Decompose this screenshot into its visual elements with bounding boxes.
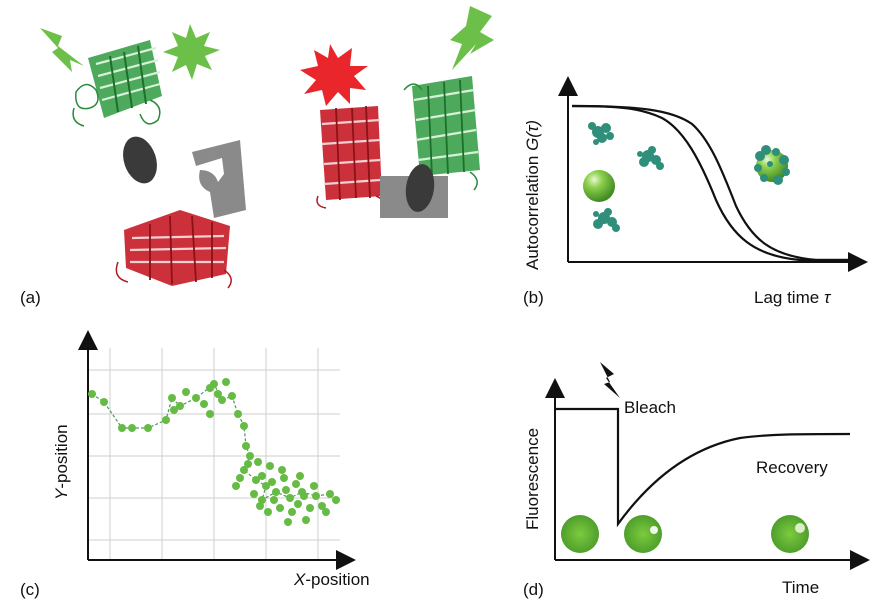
panel-d-label: (d): [523, 580, 544, 599]
panel-c-trajectory: [78, 330, 356, 570]
panel-b-fcs-plot: [558, 76, 868, 272]
b-x-axis-label: Lag time τ: [754, 288, 830, 308]
sphere-particle-icon: [583, 170, 615, 202]
c-x-label-var: X: [294, 570, 306, 589]
protein-cluster-icon: [593, 208, 620, 232]
b-curve-fast: [571, 104, 850, 262]
c-track-points: [88, 378, 340, 526]
starburst-icon: [163, 24, 220, 80]
binder-block-icon: [192, 140, 246, 218]
panel-a-label: (a): [20, 288, 41, 307]
barrel-protein-icon: [403, 76, 480, 191]
b-y-axis-label: Autocorrelation G(τ): [523, 120, 543, 270]
panel-a-illustration: [40, 6, 494, 289]
protein-cluster-icon: [588, 122, 614, 145]
c-grid: [88, 348, 340, 560]
d-x-axis-label: Time: [782, 578, 820, 597]
c-x-axis-label: X-position: [294, 570, 370, 590]
sphere-particle-icon: [624, 515, 662, 553]
c-x-label-suffix: -position: [305, 570, 370, 589]
starburst-icon: [300, 44, 368, 106]
barrel-protein-icon: [72, 40, 162, 127]
barrel-protein-icon: [115, 210, 232, 289]
d-bleach-label: Bleach: [624, 398, 676, 417]
d-fluorescence-curve: [555, 407, 851, 528]
panel-b-label: (b): [523, 288, 544, 307]
sphere-particle-icon: [561, 515, 599, 553]
c-y-label-var: Y: [52, 488, 71, 500]
d-y-axis-label: Fluorescence: [523, 427, 542, 530]
lightning-bolt-icon: [40, 28, 84, 72]
panel-c-label: (c): [20, 580, 40, 599]
barrel-protein-icon: [316, 105, 384, 209]
protein-cluster-icon: [637, 146, 664, 170]
c-y-label-suffix: -position: [52, 424, 71, 489]
b-y-label-func: G(τ): [523, 120, 542, 151]
antibody-oval-icon: [405, 164, 435, 212]
b-y-label-prefix: Autocorrelation: [523, 150, 542, 270]
panel-d-frap: [545, 362, 870, 570]
d-recovery-label: Recovery: [756, 458, 828, 477]
sphere-particle-icon: [771, 515, 809, 553]
b-curve-slow: [571, 104, 850, 262]
c-y-axis-label: Y-position: [52, 424, 72, 500]
protein-cluster-icon: [754, 145, 790, 185]
antibody-oval-icon: [123, 136, 157, 184]
lightning-bolt-icon: [450, 6, 494, 70]
b-x-label-prefix: Lag time: [754, 288, 824, 307]
b-x-label-sym: τ: [823, 288, 831, 307]
lightning-bolt-icon: [600, 362, 620, 398]
